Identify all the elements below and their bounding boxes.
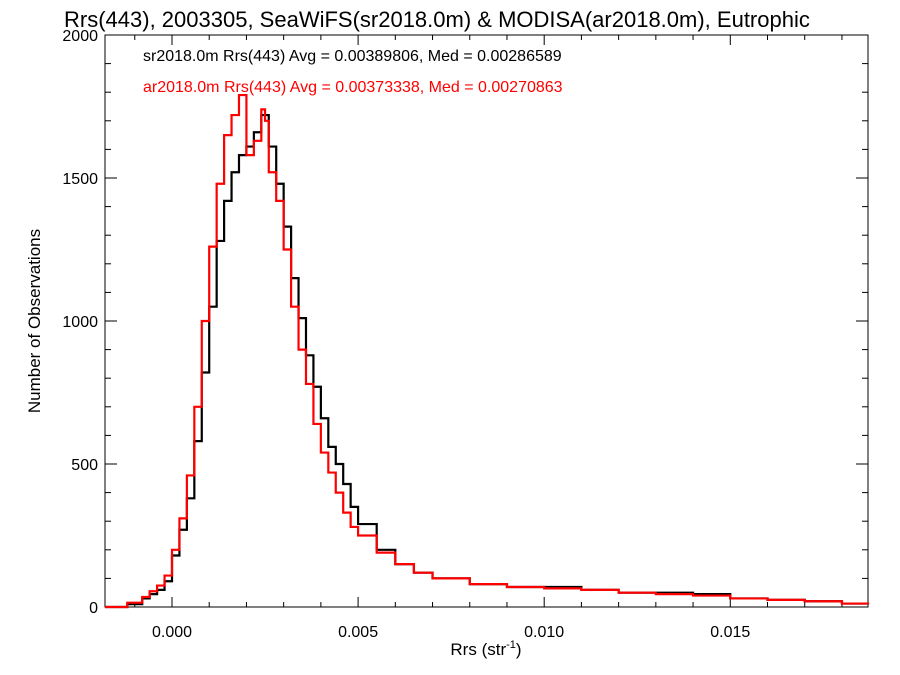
y-tick-label: 2000: [62, 28, 98, 45]
x-axis-label-base: Rrs (str: [450, 640, 506, 659]
x-tick-label: 0.005: [338, 624, 378, 641]
x-tick-label: 0.000: [152, 624, 192, 641]
x-tick-label: 0.015: [710, 624, 750, 641]
y-tick-label: 1500: [62, 171, 98, 188]
axis-ticks: 0.000 0.005 0.010 0.015 0 500 1000 1500 2000: [62, 28, 868, 641]
series-line-ar2018: [105, 93, 870, 609]
y-tick-label: 500: [71, 457, 98, 474]
legend-entry-ar2018: ar2018.0m Rrs(443) Avg = 0.00373338, Med…: [143, 79, 563, 96]
x-axis-label: Rrs (str-1): [450, 639, 521, 659]
y-tick-label: 1000: [62, 314, 98, 331]
legend-entry-sr2018: sr2018.0m Rrs(443) Avg = 0.00389806, Med…: [143, 48, 562, 65]
plot-frame: [104, 34, 869, 608]
chart-title: Rrs(443), 2003305, SeaWiFS(sr2018.0m) & …: [64, 7, 810, 32]
series-line-sr2018: [105, 113, 870, 609]
x-axis-label-close: ): [516, 640, 522, 659]
y-tick-label: 0: [89, 600, 98, 617]
x-axis-label-superscript: -1: [506, 639, 516, 651]
y-axis-label: Number of Observations: [25, 229, 44, 413]
x-tick-label: 0.010: [524, 624, 564, 641]
series-layer: [105, 93, 870, 609]
